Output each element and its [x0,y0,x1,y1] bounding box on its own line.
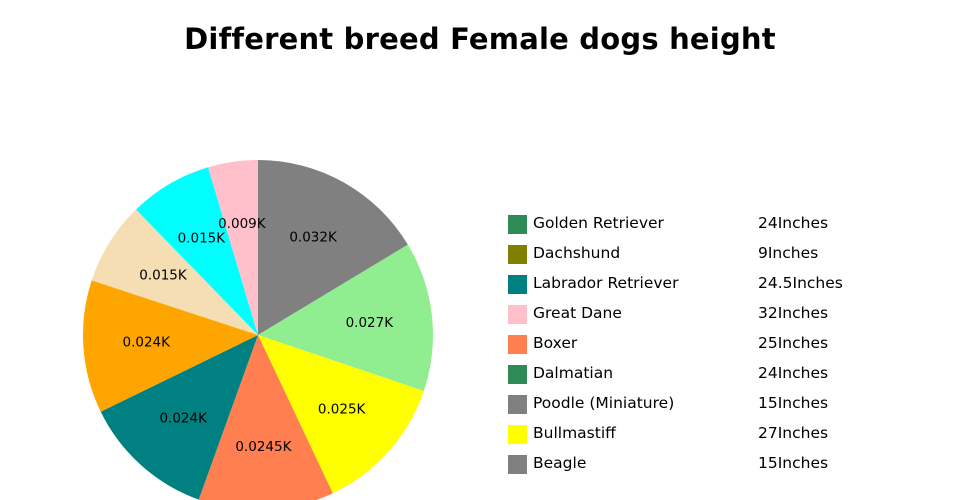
chart-title: Different breed Female dogs height [184,22,776,56]
legend-swatch [508,215,527,234]
legend-item: Boxer 25Inches [508,332,908,362]
legend: Golden Retriever 24Inches Dachshund 9Inches… [508,212,908,482]
legend-swatch [508,455,527,474]
legend-label: Dalmatian [533,364,614,382]
legend-label: Poodle (Miniature) [533,394,675,412]
slice-data-label: 0.024K [159,410,208,426]
slice-data-label: 0.024K [123,335,172,351]
legend-item: Great Dane 32Inches [508,302,908,332]
legend-value: 24.5Inches [758,274,843,292]
pie-chart: 0.032K 0.027K 0.025K 0.0245K 0.024K 0.024K 0.0… [82,160,433,500]
legend-item: Beagle 15Inches [508,452,908,482]
slice-data-label: 0.032K [289,229,338,245]
legend-swatch [508,275,527,294]
legend-label: Dachshund [533,244,621,262]
legend-label: Great Dane [533,304,622,322]
legend-swatch [508,365,527,384]
legend-value: 24Inches [758,214,829,232]
legend-swatch [508,395,527,414]
pie-slice [258,335,424,494]
slice-data-label: 0.009K [218,216,267,232]
pie-slice [100,335,259,500]
legend-item: Poodle (Miniature) 15Inches [508,392,908,422]
legend-item: Dalmatian 24Inches [508,362,908,392]
legend-value: 15Inches [758,454,829,472]
legend-swatch [508,425,527,444]
legend-item: Dachshund 9Inches [508,242,908,272]
legend-item: Labrador Retriever 24.5Inches [508,272,908,302]
legend-label: Boxer [533,334,578,352]
legend-label: Bullmastiff [533,424,616,442]
legend-value: 27Inches [758,424,829,442]
legend-value: 25Inches [758,334,829,352]
slice-data-label: 0.0245K [235,439,292,455]
legend-label: Beagle [533,454,587,472]
pie-slice [258,160,408,335]
legend-swatch [508,335,527,354]
pie-slice [136,167,258,335]
legend-label: Labrador Retriever [533,274,679,292]
legend-value: 9Inches [758,244,819,262]
pie-slice [82,280,258,412]
slice-data-label: 0.027K [346,315,395,331]
slice-data-label: 0.025K [318,401,367,417]
pie-slice [91,209,258,335]
legend-value: 24Inches [758,364,829,382]
legend-swatch [508,305,527,324]
pie-slice [198,335,333,500]
pie-slice [258,244,433,391]
slice-data-label: 0.015K [139,268,188,284]
legend-swatch [508,245,527,264]
slice-data-label: 0.015K [178,230,227,246]
legend-value: 15Inches [758,394,829,412]
legend-item: Golden Retriever 24Inches [508,212,908,242]
legend-item: Bullmastiff 27Inches [508,422,908,452]
pie-slice [208,160,258,335]
legend-value: 32Inches [758,304,829,322]
legend-label: Golden Retriever [533,214,664,232]
